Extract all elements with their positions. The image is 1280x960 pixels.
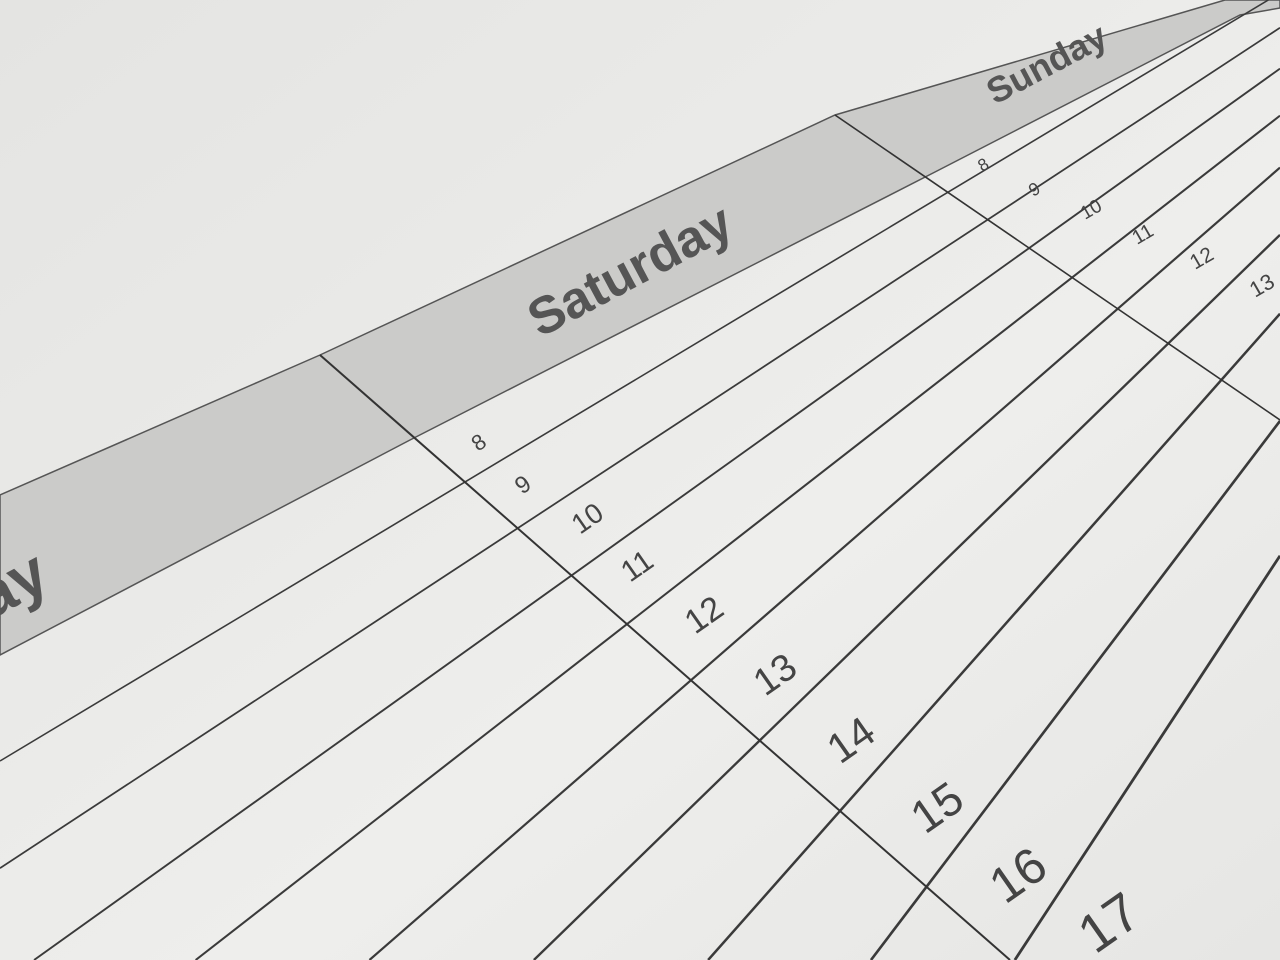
hour-row-line [33, 67, 1280, 960]
saturday-column-divider [319, 354, 1011, 960]
hour-row-line [368, 166, 1280, 960]
header-band [0, 0, 1280, 656]
hour-row-line [195, 114, 1280, 960]
hour-row-line [869, 420, 1280, 960]
hour-row-line [1013, 554, 1280, 960]
hour-row-line [533, 233, 1280, 960]
sunday-column-divider [834, 114, 1280, 421]
hour-row-line [707, 312, 1280, 960]
hour-row-line [0, 26, 1280, 869]
hour-row-line [0, 0, 1269, 762]
